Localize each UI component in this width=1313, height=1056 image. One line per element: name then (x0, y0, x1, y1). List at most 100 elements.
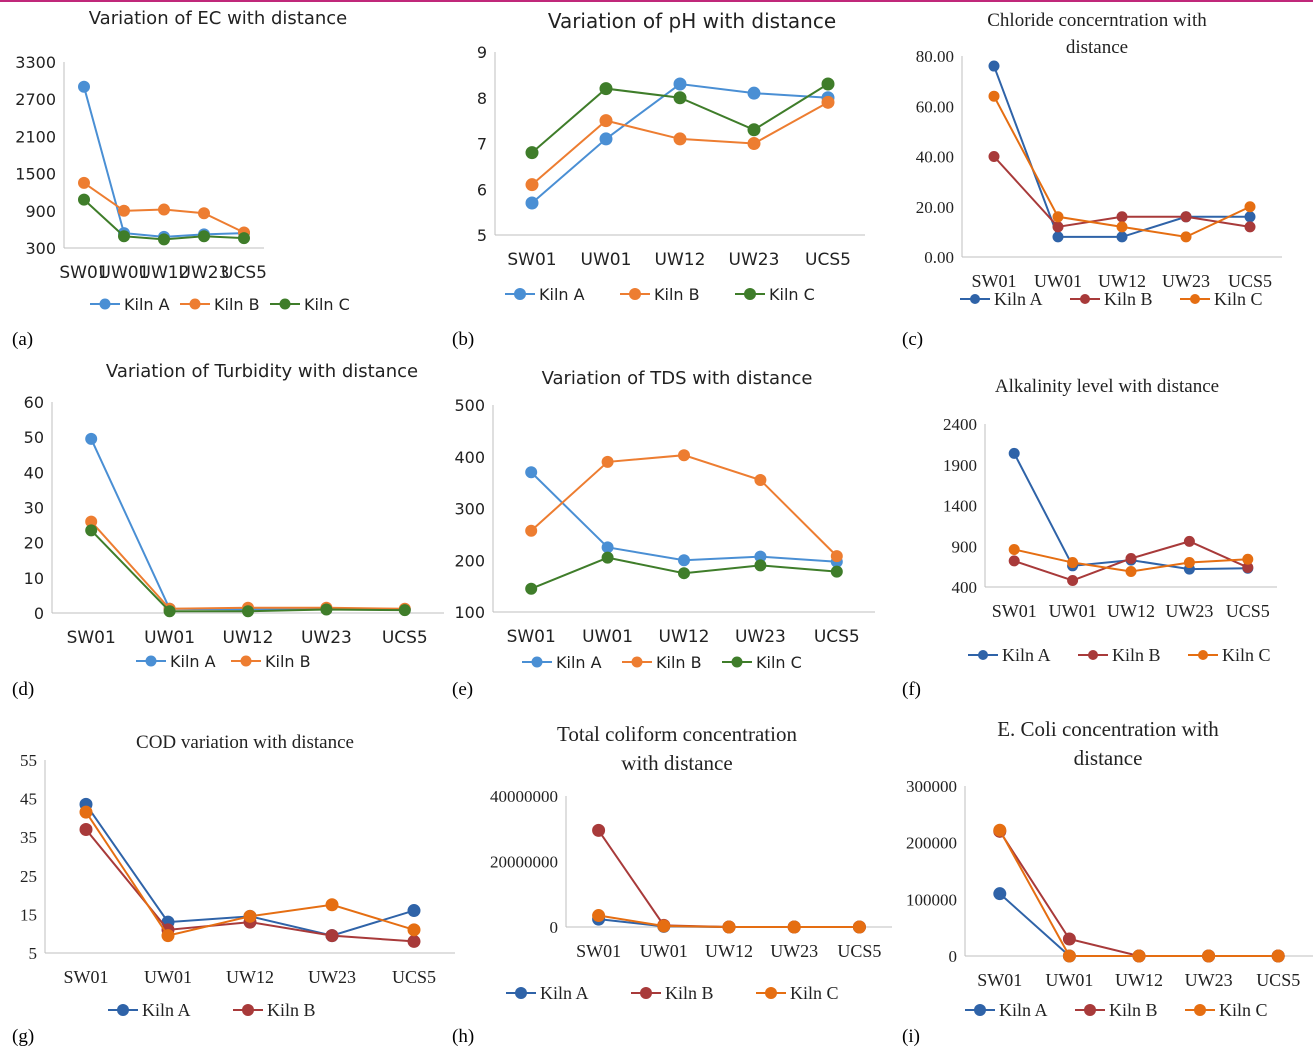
data-point (1067, 557, 1079, 569)
data-point (242, 605, 254, 618)
y-tick-label: 20000000 (490, 853, 558, 872)
x-tick-label: UW01 (144, 967, 192, 987)
legend-label: Kiln A (556, 653, 602, 672)
legend-marker (240, 655, 252, 667)
legend-label: Kiln C (1214, 289, 1263, 309)
y-tick-label: 200000 (906, 834, 957, 853)
series-line-1 (530, 471, 837, 563)
x-tick-label: UW01 (582, 627, 633, 647)
legend-label: Kiln A (142, 1000, 191, 1020)
data-point (407, 923, 421, 937)
legend-label: Kiln C (1219, 1000, 1268, 1020)
data-point (1271, 949, 1285, 963)
x-tick-label: UCS5 (837, 941, 881, 961)
data-point (198, 230, 210, 243)
x-tick-label: UW23 (308, 967, 356, 987)
y-tick-label: 40 (24, 463, 44, 482)
x-tick-label: UW23 (1165, 601, 1213, 621)
data-point (599, 132, 613, 146)
x-tick-label: UCS5 (1226, 601, 1270, 621)
y-tick-label: 20 (24, 534, 44, 553)
panel-letter: (h) (452, 1026, 474, 1047)
y-tick-label: 2700 (15, 90, 56, 109)
y-tick-label: 10 (24, 569, 44, 588)
data-point (118, 204, 130, 217)
x-tick-label: UW12 (139, 263, 190, 283)
chart-panel-c: Chloride concerntration with distance 80.0… (902, 10, 1282, 350)
data-point (673, 77, 687, 91)
data-point (1244, 221, 1256, 233)
data-point (747, 86, 761, 100)
data-point (988, 60, 1000, 72)
data-point (747, 123, 761, 137)
legend-label: Kiln A (999, 1000, 1048, 1020)
series-line-3 (998, 829, 1279, 957)
series-line-1 (993, 65, 1250, 238)
data-point (754, 559, 767, 572)
x-tick-label: SW01 (67, 628, 116, 648)
x-tick-label: UCS5 (382, 628, 428, 648)
chart-title: Alkalinity level with distance (995, 376, 1219, 397)
legend-marker (1088, 650, 1098, 660)
y-tick-label: 20.00 (916, 198, 954, 217)
data-point (238, 232, 250, 245)
y-tick-label: 7 (477, 135, 487, 154)
chart-title: distance (1066, 37, 1128, 58)
data-point (830, 565, 843, 578)
chart-title: with distance (621, 751, 732, 775)
x-tick-label: UW01 (1045, 970, 1093, 990)
chart-panel-f: Alkalinity level with distance 2400 1900 14… (902, 376, 1277, 700)
x-tick-label: UW23 (1162, 271, 1210, 291)
x-tick-label: UCS5 (392, 967, 436, 987)
data-point (1183, 557, 1195, 569)
legend-marker (1194, 1004, 1206, 1016)
chart-panel-d: Variation of Turbidity with distance 60 50… (12, 361, 444, 700)
data-point (673, 132, 687, 146)
legend-marker (145, 655, 157, 667)
data-point (1052, 221, 1064, 233)
y-tick-label: 55 (20, 751, 37, 770)
data-point (79, 805, 93, 819)
y-tick-label: 0 (550, 918, 559, 937)
y-tick-label: 1900 (943, 456, 977, 475)
x-tick-label: UW23 (729, 250, 780, 270)
data-point (601, 541, 614, 554)
x-tick-label: UW12 (655, 250, 706, 270)
data-point (161, 929, 175, 943)
x-tick-label: SW01 (507, 250, 556, 270)
legend-marker (515, 987, 527, 999)
legend-marker (640, 987, 652, 999)
chart-title: COD variation with distance (136, 732, 354, 753)
y-tick-label: 400 (454, 448, 485, 467)
legend-marker (631, 656, 643, 668)
y-tick-label: 100 (454, 603, 485, 622)
legend-label: Kiln B (1104, 289, 1153, 309)
y-tick-label: 300 (25, 239, 56, 258)
legend-label: Kiln A (170, 652, 216, 671)
data-point (993, 823, 1007, 837)
series-line-1 (90, 438, 405, 611)
legend-marker (1084, 1004, 1096, 1016)
data-point (599, 114, 613, 128)
legend-label: Kiln B (267, 1000, 316, 1020)
x-tick-label: UW23 (770, 941, 818, 961)
data-point (657, 919, 671, 933)
x-tick-label: UW01 (99, 263, 150, 283)
data-point (1183, 535, 1195, 547)
chart-panel-b: Variation of pH with distance 9 8 7 6 5 SW01 UW… (452, 9, 865, 350)
data-point (78, 193, 90, 206)
legend-label: Kiln A (1002, 645, 1051, 665)
data-point (678, 449, 690, 462)
x-tick-label: UCS5 (814, 627, 860, 647)
chart-panel-a: Variation of EC with distance 3300 2700 210… (12, 8, 350, 350)
legend-label: Kiln B (665, 983, 714, 1003)
legend-marker (242, 1004, 254, 1016)
chart-title: Variation of TDS with distance (542, 368, 813, 389)
y-tick-label: 35 (20, 828, 37, 847)
legend-label: Kiln C (756, 653, 802, 672)
panel-letter: (i) (902, 1026, 920, 1047)
x-tick-label: UW12 (223, 628, 274, 648)
y-tick-label: 400 (952, 578, 978, 597)
data-point (1116, 221, 1128, 233)
x-tick-label: UW23 (735, 627, 786, 647)
